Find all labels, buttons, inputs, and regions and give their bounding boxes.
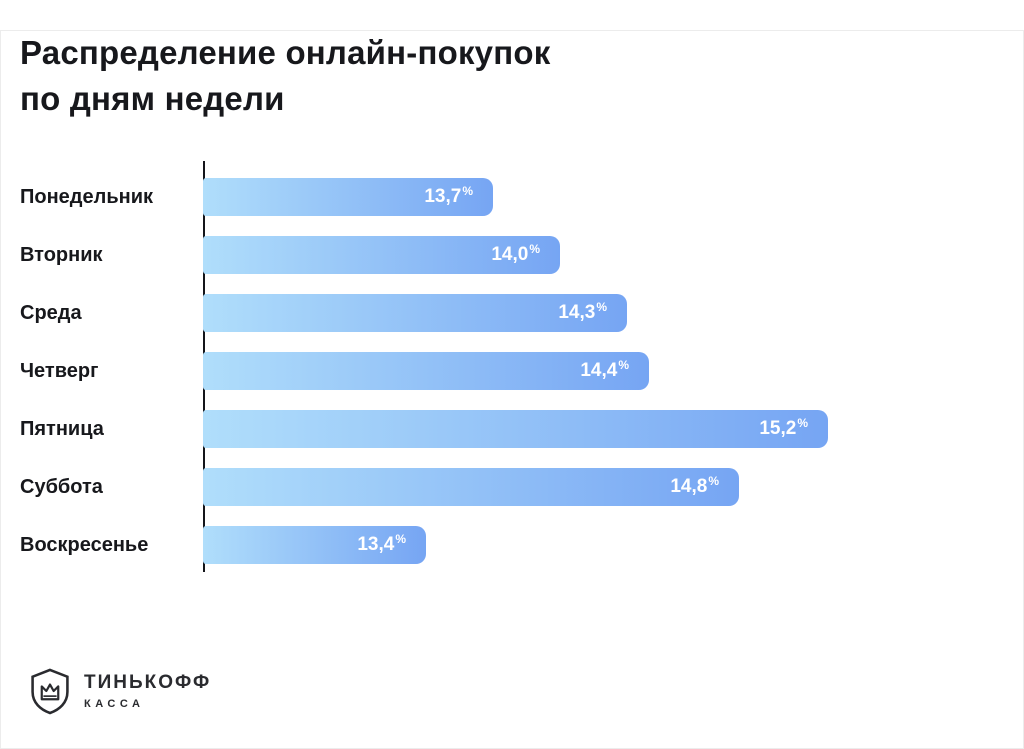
day-label: Пятница xyxy=(20,417,104,440)
brand-name: ТИНЬКОФФ xyxy=(84,672,212,693)
bar: 14,8% xyxy=(203,468,739,507)
bar-area: 14,0% xyxy=(203,236,1010,275)
bar: 14,3% xyxy=(203,294,627,333)
bar-unit: % xyxy=(596,300,607,315)
bar-row: Пятница 15,2% xyxy=(20,400,1010,458)
tinkoff-shield-icon xyxy=(31,668,69,715)
day-label: Четверг xyxy=(20,359,99,382)
bar-value: 13,7 xyxy=(424,186,462,208)
day-label: Понедельник xyxy=(20,185,153,208)
bar-area: 14,3% xyxy=(203,294,1010,333)
page-title-line1: Распределение онлайн-покупок xyxy=(20,34,551,71)
bar-unit: % xyxy=(462,184,473,199)
bar: 14,0% xyxy=(203,236,560,275)
bar-value: 14,4 xyxy=(580,360,618,382)
brand-sub: КАССА xyxy=(84,698,145,710)
bar-value: 14,3 xyxy=(558,302,596,324)
bar-chart: Понедельник 13,7% Вторник 14,0% Среда 14… xyxy=(20,161,1010,574)
bar-row: Четверг 14,4% xyxy=(20,342,1010,400)
bar-area: 14,4% xyxy=(203,352,1010,391)
bar-unit: % xyxy=(618,358,629,373)
day-label: Среда xyxy=(20,301,82,324)
bar-unit: % xyxy=(708,474,719,489)
bar: 14,4% xyxy=(203,352,649,391)
bar-row: Вторник 14,0% xyxy=(20,226,1010,284)
bar-area: 13,4% xyxy=(203,526,1010,565)
bar-row: Понедельник 13,7% xyxy=(20,168,1010,226)
bar-value: 14,0 xyxy=(491,244,529,266)
bar-unit: % xyxy=(529,242,540,257)
brand-text: ТИНЬКОФФ КАССА xyxy=(84,672,211,710)
bar: 15,2% xyxy=(203,410,828,449)
day-label: Воскресенье xyxy=(20,533,149,556)
bar: 13,7% xyxy=(203,178,493,217)
bar-value: 15,2 xyxy=(759,418,797,440)
bar-value: 14,8 xyxy=(670,476,708,498)
day-label: Суббота xyxy=(20,475,103,498)
bar-area: 14,8% xyxy=(203,468,1010,507)
bar-value: 13,4 xyxy=(357,534,395,556)
page-title-line2: по дням недели xyxy=(20,80,285,118)
bar-unit: % xyxy=(797,416,808,431)
bar: 13,4% xyxy=(203,526,426,565)
bar-area: 13,7% xyxy=(203,178,1010,217)
day-label: Вторник xyxy=(20,243,103,266)
bar-row: Воскресенье 13,4% xyxy=(20,516,1010,574)
page-title: Распределение онлайн-покупок по дням нед… xyxy=(20,30,1024,122)
bar-unit: % xyxy=(395,532,406,547)
brand-footer: ТИНЬКОФФ КАССА xyxy=(28,667,211,715)
bar-rows: Понедельник 13,7% Вторник 14,0% Среда 14… xyxy=(20,168,1010,574)
bar-row: Суббота 14,8% xyxy=(20,458,1010,516)
bar-area: 15,2% xyxy=(203,410,1010,449)
bar-row: Среда 14,3% xyxy=(20,284,1010,342)
